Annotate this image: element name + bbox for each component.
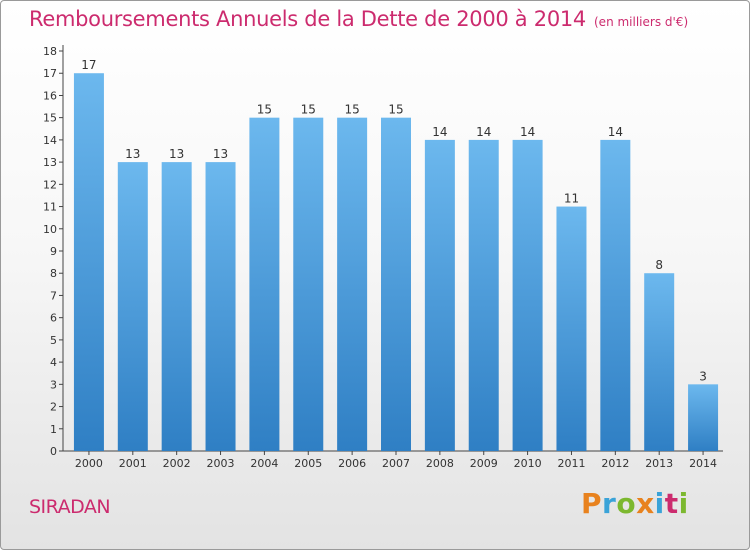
x-tick-label: 2007 — [382, 457, 410, 470]
data-label: 15 — [344, 103, 359, 117]
x-tick-label: 2009 — [470, 457, 498, 470]
chart-title: Remboursements Annuels de la Dette de 20… — [29, 7, 688, 31]
y-tick-label: 17 — [43, 67, 57, 80]
data-label: 15 — [301, 103, 316, 117]
y-tick-label: 0 — [50, 445, 57, 458]
x-tick-label: 2014 — [689, 457, 717, 470]
y-tick-label: 5 — [50, 334, 57, 347]
data-label: 3 — [699, 369, 707, 383]
y-tick-label: 15 — [43, 112, 57, 125]
x-tick-label: 2005 — [294, 457, 322, 470]
bar — [73, 73, 104, 451]
x-tick-label: 2002 — [163, 457, 191, 470]
bar — [161, 162, 192, 451]
bar — [293, 117, 324, 452]
x-tick-label: 2012 — [601, 457, 629, 470]
unit-label: (en milliers d'€) — [594, 15, 689, 29]
y-tick-label: 2 — [50, 401, 57, 414]
logo-letter: x — [636, 487, 655, 520]
data-label: 15 — [388, 103, 403, 117]
proxiti-logo: Proxiti — [581, 487, 689, 520]
bar — [117, 162, 148, 451]
y-tick-label: 10 — [43, 223, 57, 236]
logo-letter: o — [616, 487, 637, 520]
logo-letter: r — [602, 487, 617, 520]
x-tick-label: 2003 — [207, 457, 235, 470]
x-tick-label: 2000 — [75, 457, 103, 470]
y-tick-label: 14 — [43, 134, 57, 147]
data-label: 13 — [169, 147, 184, 161]
data-label: 14 — [476, 125, 491, 139]
bar — [468, 139, 499, 451]
logo-letter: i — [654, 487, 665, 520]
y-tick-label: 1 — [50, 423, 57, 436]
y-tick-label: 18 — [43, 45, 57, 58]
data-label: 13 — [125, 147, 140, 161]
y-tick-label: 7 — [50, 289, 57, 302]
data-label: 8 — [655, 258, 663, 272]
x-tick-label: 2001 — [119, 457, 147, 470]
bar — [644, 273, 675, 451]
chart-title-text: Remboursements Annuels de la Dette de 20… — [29, 7, 586, 31]
bar — [424, 139, 455, 451]
data-label: 13 — [213, 147, 228, 161]
bar — [249, 117, 280, 452]
bar — [381, 117, 411, 452]
x-tick-label: 2006 — [338, 457, 366, 470]
y-tick-label: 6 — [50, 312, 57, 325]
bar — [600, 139, 631, 451]
data-label: 17 — [81, 58, 96, 72]
y-tick-label: 9 — [50, 245, 57, 258]
y-tick-label: 4 — [50, 356, 57, 369]
x-tick-label: 2004 — [250, 457, 278, 470]
x-tick-label: 2013 — [645, 457, 673, 470]
logo-letter: P — [581, 487, 603, 520]
data-label: 14 — [432, 125, 447, 139]
bar — [512, 139, 543, 451]
data-label: 14 — [520, 125, 535, 139]
commune-name: SIRADAN — [29, 496, 111, 518]
logo-letter: i — [678, 487, 689, 520]
y-tick-label: 13 — [43, 156, 57, 169]
x-tick-label: 2011 — [557, 457, 585, 470]
y-tick-label: 12 — [43, 178, 57, 191]
y-tick-label: 8 — [50, 267, 57, 280]
bar — [556, 206, 587, 451]
logo-letter: t — [664, 487, 679, 520]
y-tick-label: 3 — [50, 378, 57, 391]
bar — [205, 162, 236, 451]
bar — [337, 117, 368, 452]
bar — [688, 384, 719, 451]
x-tick-label: 2010 — [514, 457, 542, 470]
x-tick-label: 2008 — [426, 457, 454, 470]
data-label: 14 — [608, 125, 623, 139]
data-label: 11 — [564, 192, 579, 206]
y-tick-label: 11 — [43, 201, 57, 214]
data-label: 15 — [257, 103, 272, 117]
y-tick-label: 16 — [43, 89, 57, 102]
